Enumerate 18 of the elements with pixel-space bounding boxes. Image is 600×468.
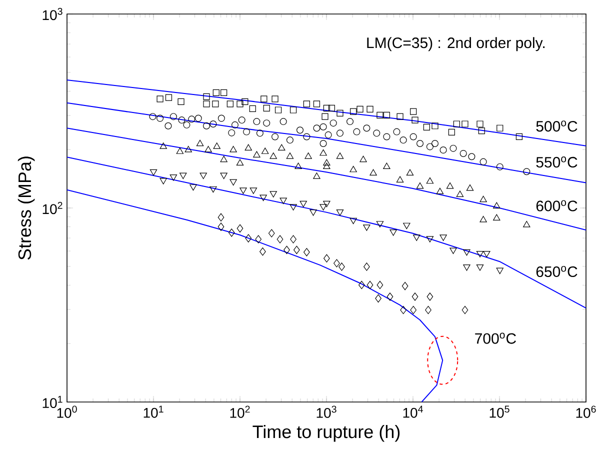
x-tick-label: 10$^{6}$ xyxy=(576,406,596,418)
y-tick-label: 10$^{3}$ xyxy=(42,8,62,20)
y-axis-title: Stress (MPa) xyxy=(18,156,35,260)
x-tick-label: 10$^{4}$ xyxy=(403,406,423,418)
x-tick-label: 10$^{0}$ xyxy=(57,406,77,418)
x-tick-label: 10$^{2}$ xyxy=(230,406,250,418)
series-label: 600$^{o}$C xyxy=(536,200,578,212)
annotation: LM(C=35) : 2nd order poly. xyxy=(367,37,545,52)
x-tick-label: 10$^{1}$ xyxy=(144,406,164,418)
y-tick-label: 10$^{2}$ xyxy=(42,202,62,214)
text: 700$^{o}$C xyxy=(475,332,516,344)
series-label: 500$^{o}$C xyxy=(536,120,578,132)
x-tick-label: 10$^{5}$ xyxy=(490,406,510,418)
y-tick-label: 10$^{1}$ xyxy=(42,396,62,408)
series-label: 550$^{o}$C xyxy=(536,156,578,168)
series-label: 650$^{o}$C xyxy=(536,266,578,278)
x-tick-label: 10$^{3}$ xyxy=(316,406,336,418)
x-axis-title: Time to rupture (h) xyxy=(252,424,400,442)
